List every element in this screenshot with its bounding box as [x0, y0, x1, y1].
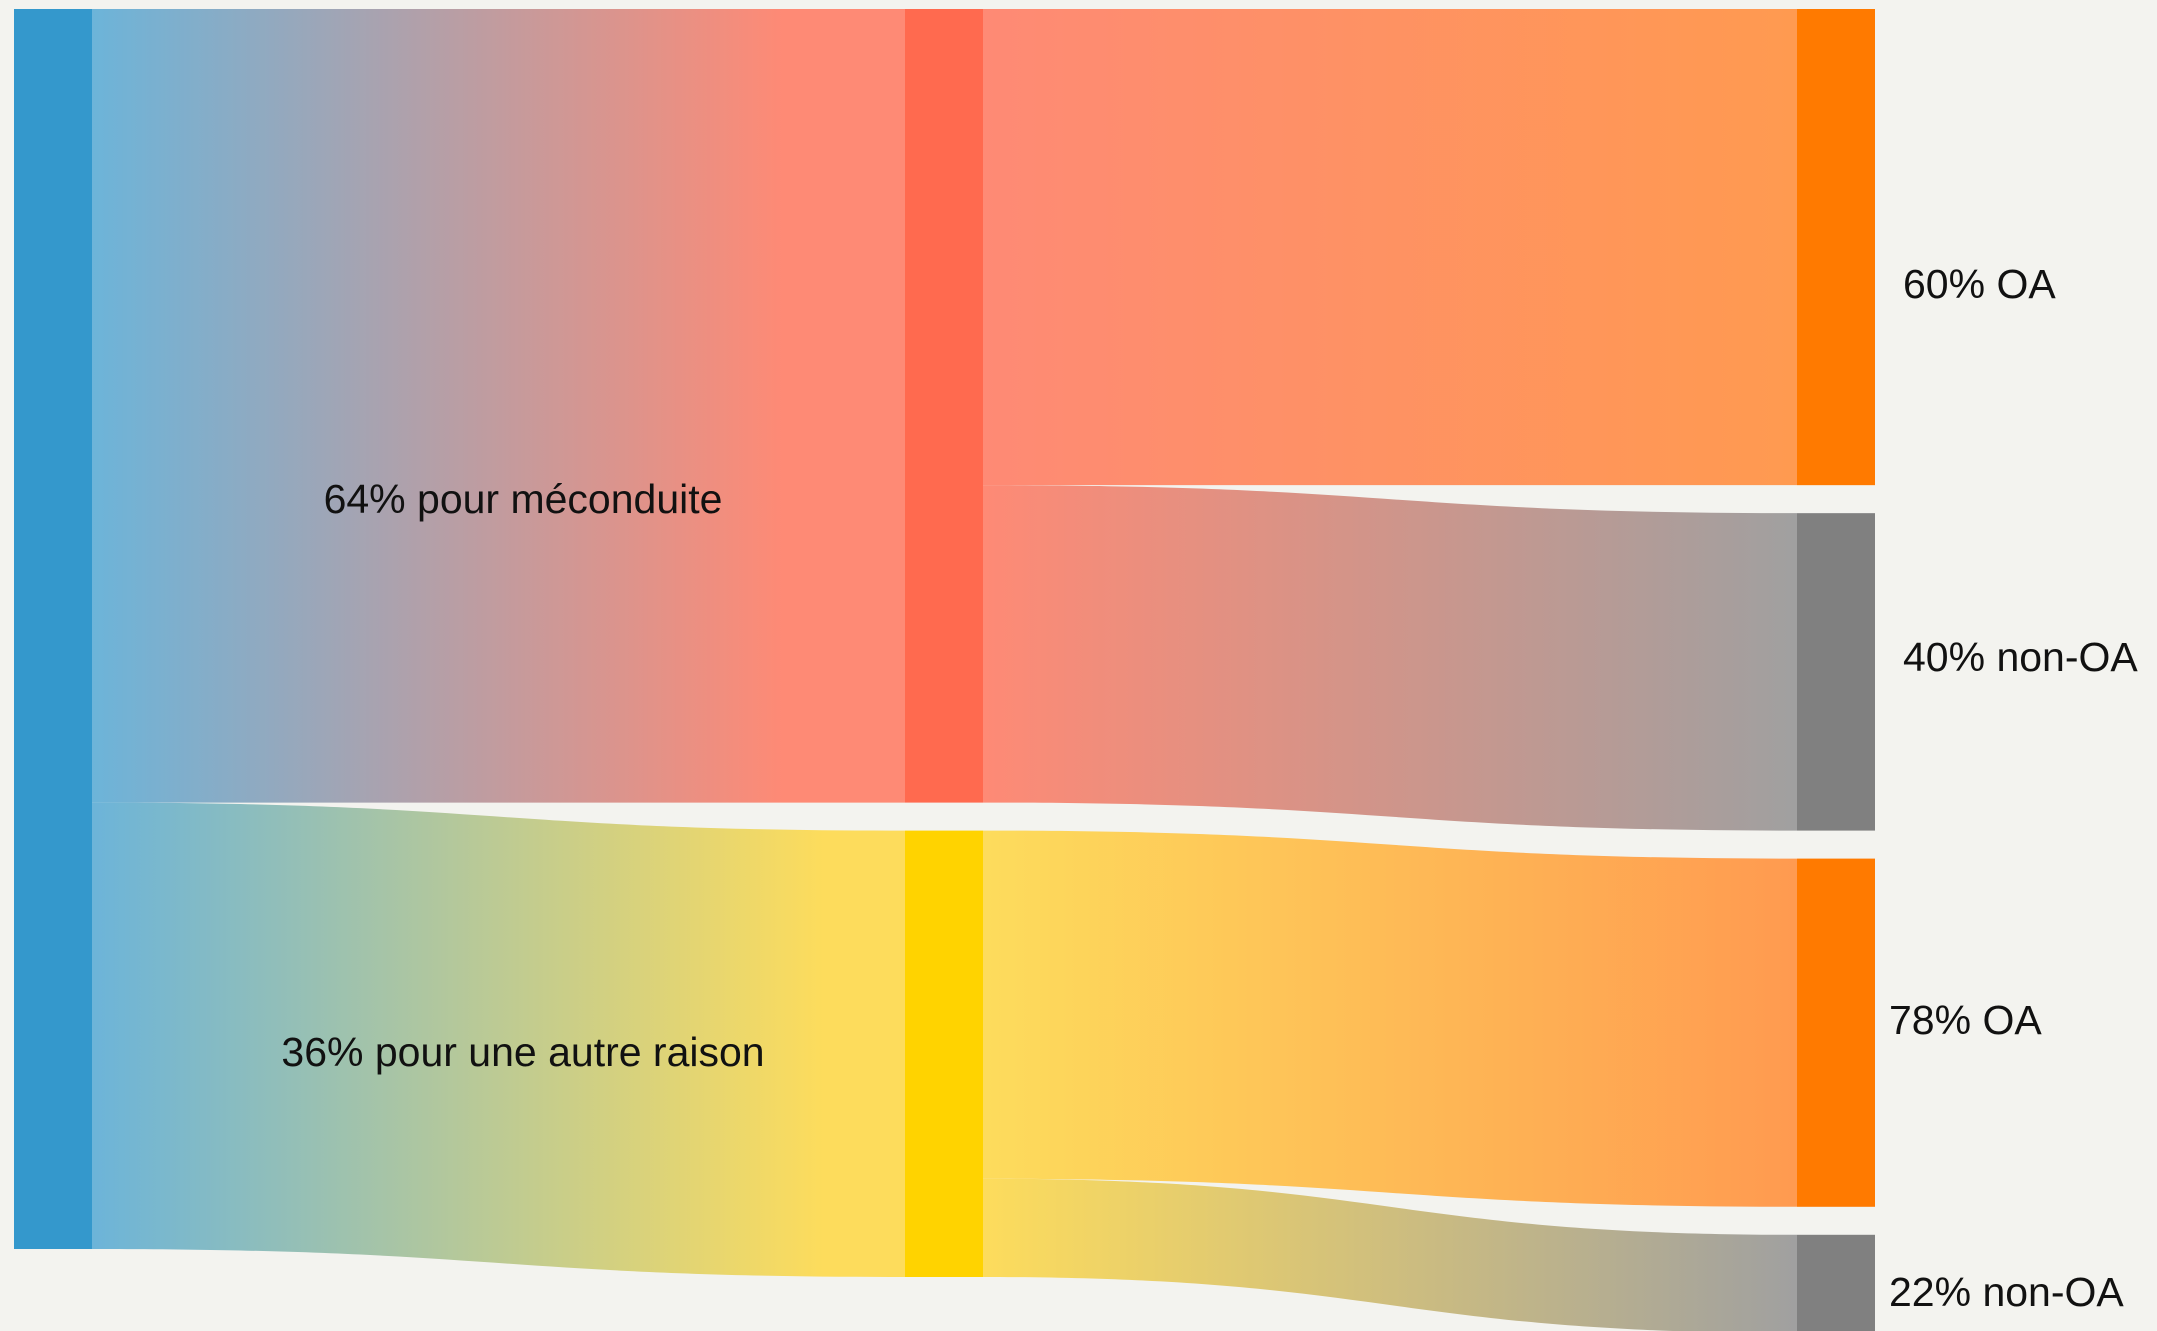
link-other-to-non-oa [983, 1178, 1797, 1331]
node-misconduct-non-oa [1797, 513, 1875, 831]
label-misconduct-non-oa: 40% non-OA [1903, 634, 2138, 680]
link-total-to-other [92, 802, 905, 1277]
link-total-to-misconduct [92, 9, 905, 803]
label-misconduct-oa: 60% OA [1903, 261, 2056, 307]
node-other [905, 830, 983, 1277]
link-misconduct-to-oa [983, 9, 1797, 486]
link-misconduct-to-non-oa [983, 485, 1797, 831]
label-other-oa: 78% OA [1889, 997, 2042, 1043]
node-misconduct [905, 9, 983, 803]
node-other-non-oa [1797, 1234, 1875, 1331]
label-other: 36% pour une autre raison [281, 1029, 764, 1075]
label-misconduct: 64% pour méconduite [324, 476, 723, 522]
node-misconduct-oa [1797, 9, 1875, 486]
label-other-non-oa: 22% non-OA [1889, 1269, 2124, 1315]
node-other-oa [1797, 858, 1875, 1207]
link-other-to-oa [983, 830, 1797, 1207]
node-total [14, 9, 92, 1249]
